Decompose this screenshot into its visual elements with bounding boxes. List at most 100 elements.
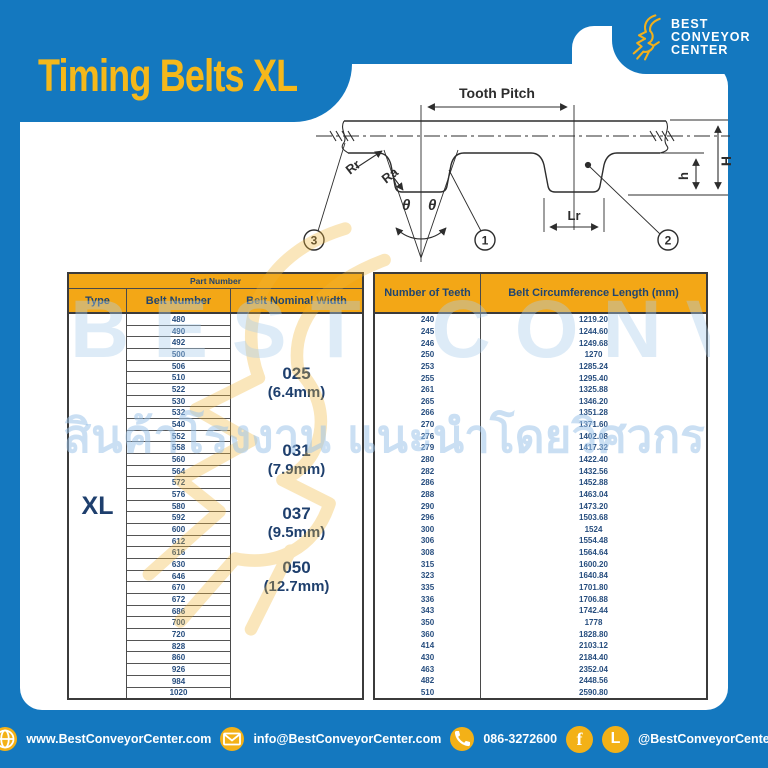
part-number-group-header: Part Number [69,274,362,289]
teeth-cell: 288 [420,489,435,499]
belt-number-cell: 600 [127,524,230,536]
footer-contact-bar: www.BestConveyorCenter.com info@BestConv… [0,710,768,768]
nominal-width-column: 025 (6.4mm) 031 (7.9mm) 037 (9.5mm) 050 … [231,314,362,698]
circumference-cell: 2184.40 [579,652,608,662]
callout-1-number: 1 [482,234,489,248]
circumference-cell: 1564.64 [579,548,608,558]
teeth-cell: 306 [420,536,435,546]
belt-number-cell: 612 [127,536,230,548]
teeth-cell: 315 [420,559,435,569]
belt-number-cell: 700 [127,617,230,630]
belt-number-cell: 926 [127,664,230,676]
circumference-cell: 1701.80 [579,583,608,593]
belt-number-cell: 686 [127,606,230,618]
logo-text: BEST CONVEYOR CENTER [671,17,751,57]
belt-number-cell: 670 [127,582,230,595]
circumference-cell: 2590.80 [579,687,608,697]
h-tooth-label: h [676,172,691,180]
nominal-width-050: 050 (12.7mm) [263,557,330,596]
circumference-cell: 1554.48 [579,536,608,546]
teeth-cell: 350 [420,617,435,627]
teeth-cell: 255 [420,373,435,383]
teeth-cell: 246 [420,338,435,348]
teeth-cell: 510 [420,687,435,697]
teeth-cell: 290 [420,501,435,511]
rr-arrow [355,150,383,169]
belt-number-cell: 720 [127,629,230,641]
callout-circle-2 [657,229,679,251]
belt-number-cell: 984 [127,676,230,688]
teeth-cell: 280 [420,455,435,464]
circumference-cell: 1452.88 [579,478,608,488]
callout-2-number: 2 [665,234,672,248]
belt-number-cell: 560 [127,454,230,466]
teeth-column: 240 245 246 250 253 255 261 265 266 [375,314,481,698]
circumference-cell: 1503.68 [579,513,608,523]
belt-number-cell: 860 [127,652,230,665]
circumference-cell: 1285.24 [579,361,608,371]
belt-number-cell: 630 [127,559,230,571]
circumference-cell: 1219.20 [579,315,608,325]
belt-number-cell: 500 [127,349,230,361]
h-total-label: H [718,156,734,166]
belt-number-cell: 572 [127,477,230,490]
facebook-icon: f [566,725,594,753]
footer-website: www.BestConveyorCenter.com [26,732,212,746]
belt-type-value: XL [81,491,114,520]
circumference-cell: 1325.88 [579,385,608,395]
nominal-width-025: 025 (6.4mm) [267,363,326,402]
circumference-cell: 1417.32 [579,443,608,453]
belt-number-cell: 532 [127,407,230,420]
circumference-cell: 1402.08 [579,431,608,441]
circumference-cell: 1742.44 [579,606,608,616]
teeth-cell: 323 [420,571,435,581]
belt-spec-table: Part Number Type Belt Number Belt Nomina… [67,272,708,700]
belt-number-column: 480 490 492 500 506 510 522 530 532 [127,314,231,698]
belt-number-cell: 510 [127,372,230,385]
belt-number-cell: 490 [127,326,230,338]
circumference-cell: 1706.88 [579,594,608,604]
footer-email: info@BestConveyorCenter.com [253,732,442,746]
footer-phone: 086-3272600 [483,732,558,746]
circumference-column: 1219.20 1244.60 1249.68 1270 1285.24 129… [481,314,706,698]
circumference-cell: 2352.04 [579,664,608,674]
teeth-cell: 253 [420,361,435,371]
teeth-cell: 482 [420,676,435,686]
belt-number-cell: 564 [127,466,230,478]
logo-line-3: CENTER [671,42,729,57]
circumference-cell: 1295.40 [579,373,608,383]
circumference-cell: 1244.60 [579,326,608,336]
belt-number-cell: 1020 [169,688,188,698]
title-tab [20,64,352,122]
teeth-cell: 296 [420,513,435,523]
teeth-cell: 261 [420,385,435,395]
logo-line-2: CONVEYOR [671,29,751,44]
belt-number-cell: 558 [127,442,230,455]
circumference-cell: 1778 [584,617,603,627]
belt-number-cell: 580 [127,501,230,513]
circumference-cell: 1422.40 [579,455,608,464]
type-column-header: Type [69,289,127,312]
email-icon [220,727,245,751]
page-title: Timing Belts XL [38,50,298,101]
nominal-width-031: 031 (7.9mm) [267,440,326,479]
goat-logo-icon [632,14,661,61]
belt-number-cell: 506 [127,361,230,373]
teeth-cell: 308 [420,548,435,558]
callout-3-number: 3 [311,234,318,248]
belt-number-column-header: Belt Number [127,289,231,312]
tooth-pitch-label: Tooth Pitch [459,85,535,101]
circumference-cell: 1828.80 [579,629,608,639]
belt-number-cell: 530 [127,396,230,408]
teeth-cell: 245 [420,326,435,336]
circumference-cell: 1640.84 [579,571,608,581]
teeth-cell: 270 [420,420,435,430]
teeth-cell: 279 [420,443,435,453]
right-break-hatch [649,130,675,142]
belt-tooth-profile [348,152,660,193]
teeth-cell: 463 [420,664,435,674]
teeth-cell: 282 [420,466,435,476]
belt-number-cell: 522 [127,384,230,396]
type-column: XL [69,314,127,698]
circumference-cell: 1371.60 [579,420,608,430]
